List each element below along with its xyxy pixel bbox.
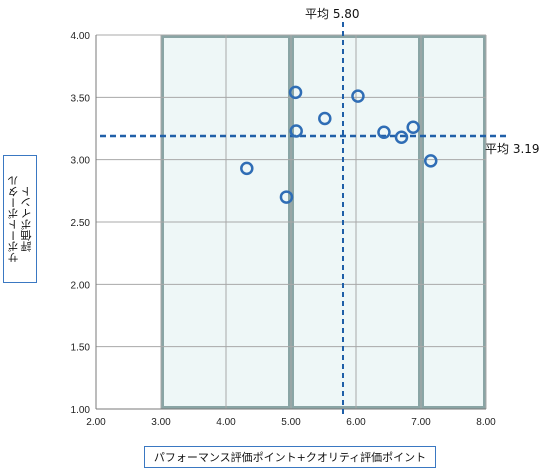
x-axis-label: パフォーマンス評価ポイント+クオリティ評価ポイント [153, 451, 427, 464]
data-point [351, 89, 365, 103]
data-point [406, 120, 420, 135]
tick-labels: 2.00 3.00 4.00 5.00 6.00 7.00 8.00 1.00 1.50 2.00… [71, 31, 497, 428]
y-tick-label: 3.50 [71, 93, 91, 104]
data-point [288, 85, 303, 100]
average-y-label: 平均 3.19 [485, 142, 540, 156]
data-point [394, 130, 409, 144]
average-x-label: 平均 5.80 [305, 7, 360, 21]
x-tick-label: 4.00 [216, 417, 236, 428]
data-point [240, 161, 254, 176]
y-tick-label: 2.50 [71, 218, 91, 229]
y-axis-label-box: サポートポータル 評価ポイント [3, 155, 37, 283]
x-tick-label: 7.00 [411, 417, 431, 428]
x-tick-label: 6.00 [346, 417, 366, 428]
x-tick-label: 2.00 [86, 417, 106, 428]
data-point [279, 190, 294, 204]
y-axis-label: サポートポータル 評価ポイント [7, 175, 33, 263]
data-point [318, 111, 332, 126]
y-tick-label: 1.00 [71, 405, 91, 416]
x-tick-label: 3.00 [151, 417, 171, 428]
data-points [240, 85, 438, 204]
axes [95, 35, 486, 410]
y-tick-label: 2.00 [71, 280, 91, 291]
x-tick-label: 5.00 [281, 417, 301, 428]
x-axis-label-box: パフォーマンス評価ポイント+クオリティ評価ポイント [144, 446, 436, 468]
x-tick-label: 8.00 [476, 417, 496, 428]
y-tick-label: 3.00 [71, 156, 91, 167]
data-point [424, 154, 438, 168]
data-point [377, 125, 391, 139]
data-point [289, 124, 303, 138]
y-tick-label: 1.50 [71, 343, 91, 354]
average-lines [100, 22, 508, 417]
y-tick-label: 4.00 [71, 31, 91, 42]
